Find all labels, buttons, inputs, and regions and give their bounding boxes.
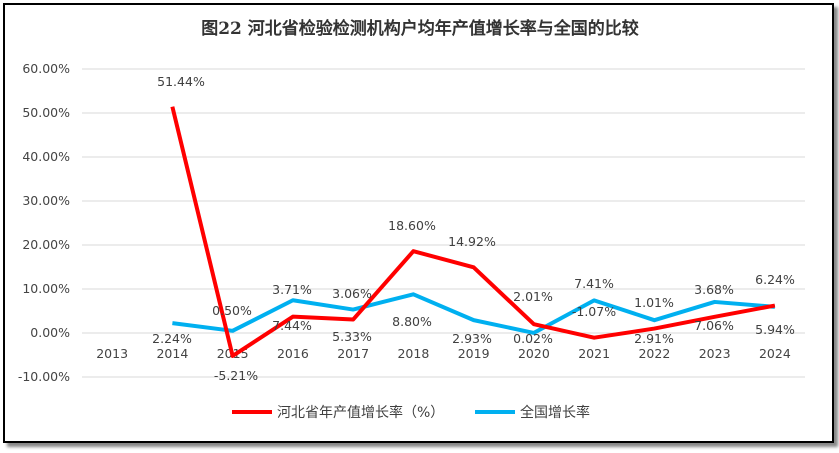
data-label-hebei: 51.44% — [157, 74, 205, 89]
data-label-hebei: 2.01% — [513, 289, 553, 304]
y-tick-label: 10.00% — [22, 281, 70, 296]
y-tick-label: 30.00% — [22, 193, 70, 208]
data-label-national: 8.80% — [392, 314, 432, 329]
y-tick-label: 20.00% — [22, 237, 70, 252]
data-label-national: 2.24% — [152, 331, 192, 346]
data-label-hebei: 14.92% — [448, 234, 496, 249]
series-line-national — [172, 292, 776, 335]
data-label-hebei: -5.21% — [214, 368, 258, 383]
x-tick-label: 2016 — [277, 346, 309, 361]
data-label-hebei: 3.06% — [332, 286, 372, 301]
data-label-hebei: 1.01% — [634, 295, 674, 310]
x-tick-label: 2021 — [578, 346, 610, 361]
data-label-national: 7.44% — [272, 318, 312, 333]
data-label-national: 2.91% — [634, 331, 674, 346]
x-tick-label: 2017 — [337, 346, 369, 361]
data-label-national: 7.41% — [574, 276, 614, 291]
x-tick-label: 2013 — [96, 346, 128, 361]
data-label-hebei: 18.60% — [388, 218, 436, 233]
y-tick-label: 0.00% — [30, 325, 70, 340]
data-label-hebei: 3.71% — [272, 282, 312, 297]
data-label-national: 5.94% — [755, 322, 795, 337]
legend-label-hebei: 河北省年产值增长率（%） — [277, 404, 444, 421]
data-label-national: 0.02% — [513, 331, 553, 346]
x-tick-label: 2018 — [397, 346, 429, 361]
series-line-hebei — [170, 106, 776, 358]
data-label-hebei: 3.68% — [694, 282, 734, 297]
data-label-hebei: 6.24% — [755, 272, 795, 287]
data-label-hebei: -1.07% — [572, 304, 616, 319]
x-tick-label: 2020 — [518, 346, 550, 361]
x-tick-label: 2019 — [458, 346, 490, 361]
y-tick-label: -10.00% — [18, 369, 70, 384]
data-label-national: 0.50% — [212, 303, 252, 318]
chart-title: 图22 河北省检验检测机构户均年产值增长率与全国的比较 — [201, 18, 639, 39]
data-label-national: 2.93% — [452, 331, 492, 346]
y-tick-label: 40.00% — [22, 149, 70, 164]
x-tick-label: 2024 — [759, 346, 791, 361]
y-tick-label: 50.00% — [22, 105, 70, 120]
y-tick-label: 60.00% — [22, 61, 70, 76]
data-label-national: 7.06% — [694, 318, 734, 333]
data-label-national: 5.33% — [332, 329, 372, 344]
legend-label-national: 全国增长率 — [520, 404, 590, 421]
x-tick-label: 2023 — [699, 346, 731, 361]
x-tick-label: 2022 — [638, 346, 670, 361]
chart-frame — [3, 3, 834, 443]
x-tick-label: 2014 — [156, 346, 188, 361]
